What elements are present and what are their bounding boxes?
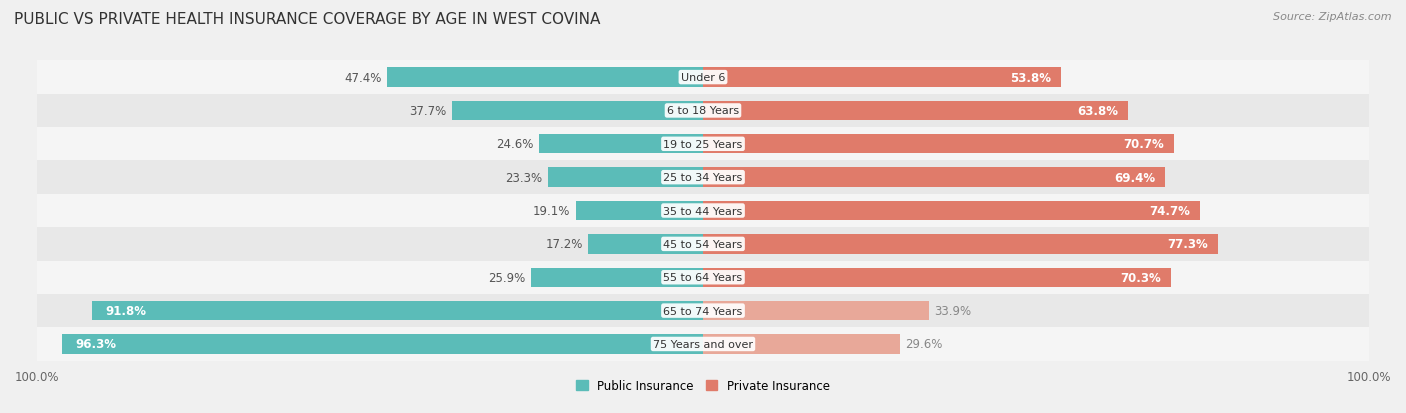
Bar (91, 301, 703, 320)
Bar (37, 95, 1369, 128)
Bar (62, 335, 703, 354)
Text: 35 to 44 Years: 35 to 44 Years (664, 206, 742, 216)
Bar (703, 68, 1062, 88)
Text: 24.6%: 24.6% (496, 138, 534, 151)
Bar (37, 294, 1369, 328)
Text: 63.8%: 63.8% (1077, 104, 1118, 118)
Bar (703, 268, 1171, 287)
Text: 74.7%: 74.7% (1150, 204, 1191, 218)
Text: 23.3%: 23.3% (505, 171, 543, 184)
Text: Under 6: Under 6 (681, 73, 725, 83)
Text: 25.9%: 25.9% (488, 271, 526, 284)
Bar (703, 168, 1166, 188)
Text: 45 to 54 Years: 45 to 54 Years (664, 239, 742, 249)
Text: 47.4%: 47.4% (344, 71, 382, 84)
Bar (37, 328, 1369, 361)
Text: 19.1%: 19.1% (533, 204, 571, 218)
Text: 33.9%: 33.9% (934, 304, 972, 317)
Bar (540, 135, 703, 154)
Bar (703, 102, 1128, 121)
Bar (37, 228, 1369, 261)
Text: 29.6%: 29.6% (905, 338, 943, 351)
Bar (37, 195, 1369, 228)
Text: 77.3%: 77.3% (1167, 238, 1208, 251)
Text: 17.2%: 17.2% (546, 238, 583, 251)
Text: 70.3%: 70.3% (1121, 271, 1161, 284)
Bar (388, 68, 703, 88)
Bar (589, 235, 703, 254)
Legend: Public Insurance, Private Insurance: Public Insurance, Private Insurance (571, 375, 835, 397)
Bar (37, 61, 1369, 95)
Bar (703, 335, 900, 354)
Text: 70.7%: 70.7% (1123, 138, 1164, 151)
Text: 91.8%: 91.8% (105, 304, 146, 317)
Bar (576, 202, 703, 221)
Text: 19 to 25 Years: 19 to 25 Years (664, 140, 742, 150)
Text: Source: ZipAtlas.com: Source: ZipAtlas.com (1274, 12, 1392, 22)
Bar (37, 128, 1369, 161)
Bar (37, 161, 1369, 195)
Bar (37, 261, 1369, 294)
Bar (703, 301, 929, 320)
Text: PUBLIC VS PRIVATE HEALTH INSURANCE COVERAGE BY AGE IN WEST COVINA: PUBLIC VS PRIVATE HEALTH INSURANCE COVER… (14, 12, 600, 27)
Text: 69.4%: 69.4% (1114, 171, 1156, 184)
Bar (451, 102, 703, 121)
Bar (548, 168, 703, 188)
Text: 96.3%: 96.3% (75, 338, 117, 351)
Bar (530, 268, 703, 287)
Text: 55 to 64 Years: 55 to 64 Years (664, 273, 742, 282)
Text: 53.8%: 53.8% (1010, 71, 1052, 84)
Bar (703, 135, 1174, 154)
Text: 65 to 74 Years: 65 to 74 Years (664, 306, 742, 316)
Text: 75 Years and over: 75 Years and over (652, 339, 754, 349)
Text: 6 to 18 Years: 6 to 18 Years (666, 106, 740, 116)
Text: 25 to 34 Years: 25 to 34 Years (664, 173, 742, 183)
Text: 37.7%: 37.7% (409, 104, 447, 118)
Bar (703, 202, 1201, 221)
Bar (703, 235, 1218, 254)
